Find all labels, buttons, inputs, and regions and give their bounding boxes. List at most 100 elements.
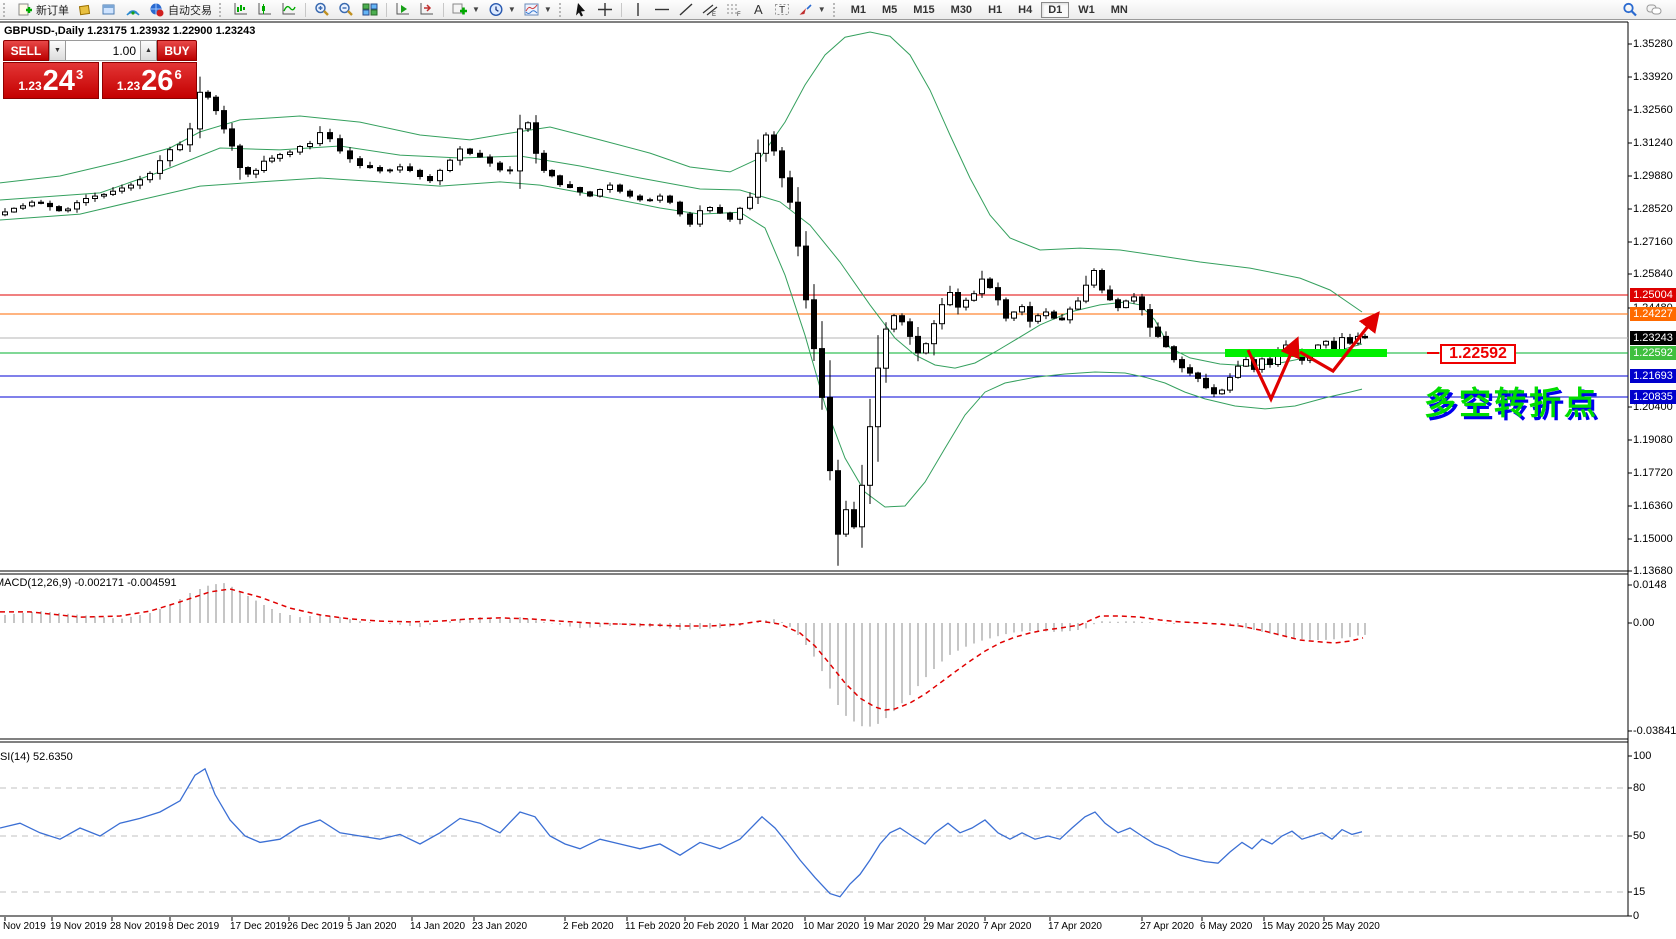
rsi-indicator-label: RSI(14) 52.6350 [0,751,73,763]
price-axis-label: 1.20400 [1633,401,1673,413]
buy-price-display[interactable]: 1.23 26 6 [101,62,197,99]
timeframe-m15[interactable]: M15 [913,3,935,16]
arrows-icon[interactable]: ▼ [794,0,830,19]
new-order-label: 新订单 [36,4,69,17]
autotrade-label: 自动交易 [168,4,212,17]
new-order-button[interactable]: 新订单 [13,0,73,20]
autoscroll-icon[interactable] [391,0,415,19]
buy-price-base: 1.23 [116,79,141,93]
search-icon[interactable] [1618,0,1642,19]
text-icon[interactable]: A [746,0,770,19]
timeframe-h1[interactable]: H1 [988,3,1003,16]
templates-icon[interactable]: ▼ [520,0,556,19]
trendline-icon[interactable] [674,0,698,19]
timeframe-m30[interactable]: M30 [950,3,973,16]
volume-input[interactable] [66,40,140,61]
buy-button[interactable]: BUY [157,40,197,61]
toolbar-separator [386,2,387,17]
turning-point-annotation[interactable]: 多空转折点 [1424,385,1600,421]
sell-button[interactable]: SELL [3,40,49,61]
toolbar-grip [832,2,840,17]
date-axis-label: 28 Nov 2019 [110,921,167,932]
periods-clock-icon[interactable]: ▼ [484,0,520,19]
autotrade-button[interactable]: 自动交易 [145,0,216,20]
chart-ohlc-values: 1.23175 1.23932 1.22900 1.23243 [87,25,256,37]
date-axis-label: 17 Apr 2020 [1048,921,1102,932]
price-axis-label: 1.29880 [1633,170,1673,182]
price-level-badge: 1.21693 [1630,369,1676,383]
buy-price-point: 6 [174,67,182,82]
bar-chart-icon[interactable] [229,0,253,19]
fibonacci-icon[interactable]: F [722,0,746,19]
timeframe-h4[interactable]: H4 [1018,3,1033,16]
date-axis-label: 15 May 2020 [1262,921,1320,932]
chart-symbol-period: GBPUSD-,Daily [4,25,85,37]
zoom-in-icon[interactable] [310,0,334,19]
sell-price-pips: 24 [42,65,75,97]
volume-decrease-button[interactable]: ▼ [49,40,66,61]
timeframe-m1[interactable]: M1 [850,3,866,16]
candle-chart-icon[interactable] [253,0,277,19]
indicator-axis-label: 50 [1633,830,1646,842]
indicator-axis-label: 0.0148 [1633,579,1667,591]
toolbar-separator [305,2,306,17]
toolbar-separator [620,2,622,17]
timeframe-w1[interactable]: W1 [1078,3,1095,16]
candlesticks [2,76,1368,566]
charts-window-icon[interactable] [97,0,121,19]
level-box-connector [1427,352,1439,354]
chart-frame [0,21,1632,921]
indicator-axis-label: 0.00 [1633,617,1655,629]
price-axis-label: 1.35280 [1633,38,1673,50]
toolbar-separator [443,2,444,17]
cursor-icon[interactable] [569,0,593,19]
crosshair-icon[interactable] [593,0,617,19]
support-price-box[interactable]: 1.22592 [1440,344,1516,364]
date-axis-label: 5 Jan 2020 [347,921,397,932]
text-label-icon[interactable]: T [770,0,794,19]
sell-price-base: 1.23 [18,79,42,93]
timeframe-d1[interactable]: D1 [1041,1,1070,18]
channel-icon[interactable]: E [698,0,722,19]
svg-text:E: E [712,12,716,17]
indicator-axis-label: 80 [1633,782,1646,794]
date-axis-label: 17 Dec 2019 [230,921,287,932]
price-axis-label: 1.13680 [1633,565,1673,577]
date-axis-label: 8 Dec 2019 [168,921,220,932]
rsi-panel [0,767,1628,898]
date-axis-label: 14 Jan 2020 [410,921,466,932]
timeframe-mn[interactable]: MN [1110,3,1128,16]
chat-icon[interactable] [1642,0,1666,19]
indicator-axis-label: 15 [1633,886,1646,898]
vertical-line-icon[interactable] [626,0,650,19]
date-axis-label: Nov 2019 [3,921,46,932]
sell-price-display[interactable]: 1.23 24 3 [3,62,99,99]
date-axis-label: 1 Mar 2020 [743,921,794,932]
price-axis-label: 1.31240 [1633,137,1673,149]
price-axis-label: 1.17720 [1633,467,1673,479]
tile-windows-icon[interactable] [358,0,382,19]
sell-price-point: 3 [75,67,84,82]
chart-shift-icon[interactable] [415,0,439,19]
date-axis-label: 19 Mar 2020 [863,921,920,932]
timeframe-m5[interactable]: M5 [881,3,898,16]
date-axis-label: 11 Feb 2020 [625,921,681,932]
toolbar-grip [3,2,10,17]
line-chart-icon[interactable] [277,0,301,19]
indicators-icon[interactable]: ▼ [448,0,484,19]
date-axis-label: 27 Apr 2020 [1140,921,1194,932]
signal-icon[interactable] [121,0,145,19]
price-axis-label: 1.25840 [1633,268,1673,280]
trend-arrows [1246,311,1380,403]
navigator-icon[interactable] [73,0,97,19]
horizontal-line-icon[interactable] [650,0,674,19]
zoom-out-icon[interactable] [334,0,358,19]
macd-panel [0,583,1366,727]
indicator-axis-label: -0.038415 [1633,725,1676,737]
date-axis-label: 2 Feb 2020 [563,921,614,932]
date-axis-label: 6 May 2020 [1200,921,1253,932]
macd-indicator-label: MACD(12,26,9) -0.002171 -0.004591 [0,577,177,589]
volume-increase-button[interactable]: ▲ [140,40,157,61]
